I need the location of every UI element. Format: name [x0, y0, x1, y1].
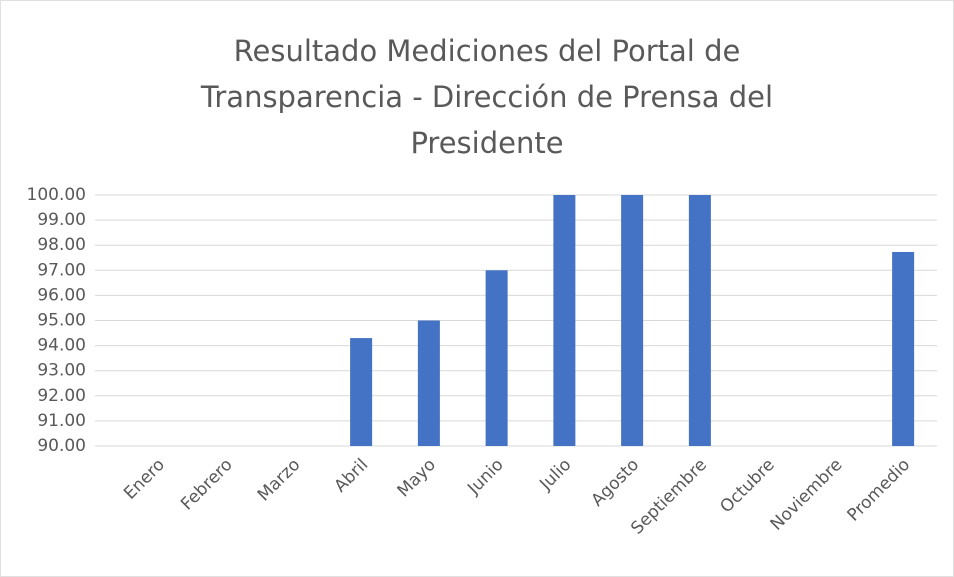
y-tick-label: 94.00 — [37, 336, 86, 356]
x-tick-label: Noviembre — [767, 455, 847, 535]
chart-title: Resultado Mediciones del Portal de Trans… — [200, 34, 774, 160]
y-tick-label: 93.00 — [37, 361, 86, 381]
x-tick-label: Octubre — [716, 455, 778, 517]
x-tick-label: Junio — [463, 455, 507, 499]
y-tick-label: 97.00 — [37, 260, 86, 280]
y-tick-label: 99.00 — [37, 210, 86, 230]
bar — [350, 338, 373, 446]
x-tick-label: Enero — [120, 455, 169, 504]
x-tick-label: Agosto — [588, 455, 644, 511]
x-tick-label: Promedio — [844, 455, 915, 526]
y-tick-label: 98.00 — [37, 235, 86, 255]
x-tick-label: Abril — [331, 455, 373, 497]
bar — [688, 195, 711, 446]
y-tick-label: 100.00 — [27, 185, 86, 205]
y-tick-label: 90.00 — [37, 436, 86, 456]
y-tick-label: 92.00 — [37, 386, 86, 406]
bar — [485, 270, 508, 446]
y-tick-label: 95.00 — [37, 311, 86, 331]
x-tick-label: Marzo — [254, 455, 304, 505]
bar — [892, 251, 915, 446]
y-tick-label: 96.00 — [37, 285, 86, 305]
y-tick-label: 91.00 — [37, 411, 86, 431]
bar — [417, 320, 440, 446]
bar — [553, 195, 576, 446]
x-tick-label: Febrero — [177, 455, 237, 515]
bar — [621, 195, 644, 446]
x-tick-label: Mayo — [394, 455, 440, 501]
x-tick-label: Julio — [535, 455, 575, 495]
